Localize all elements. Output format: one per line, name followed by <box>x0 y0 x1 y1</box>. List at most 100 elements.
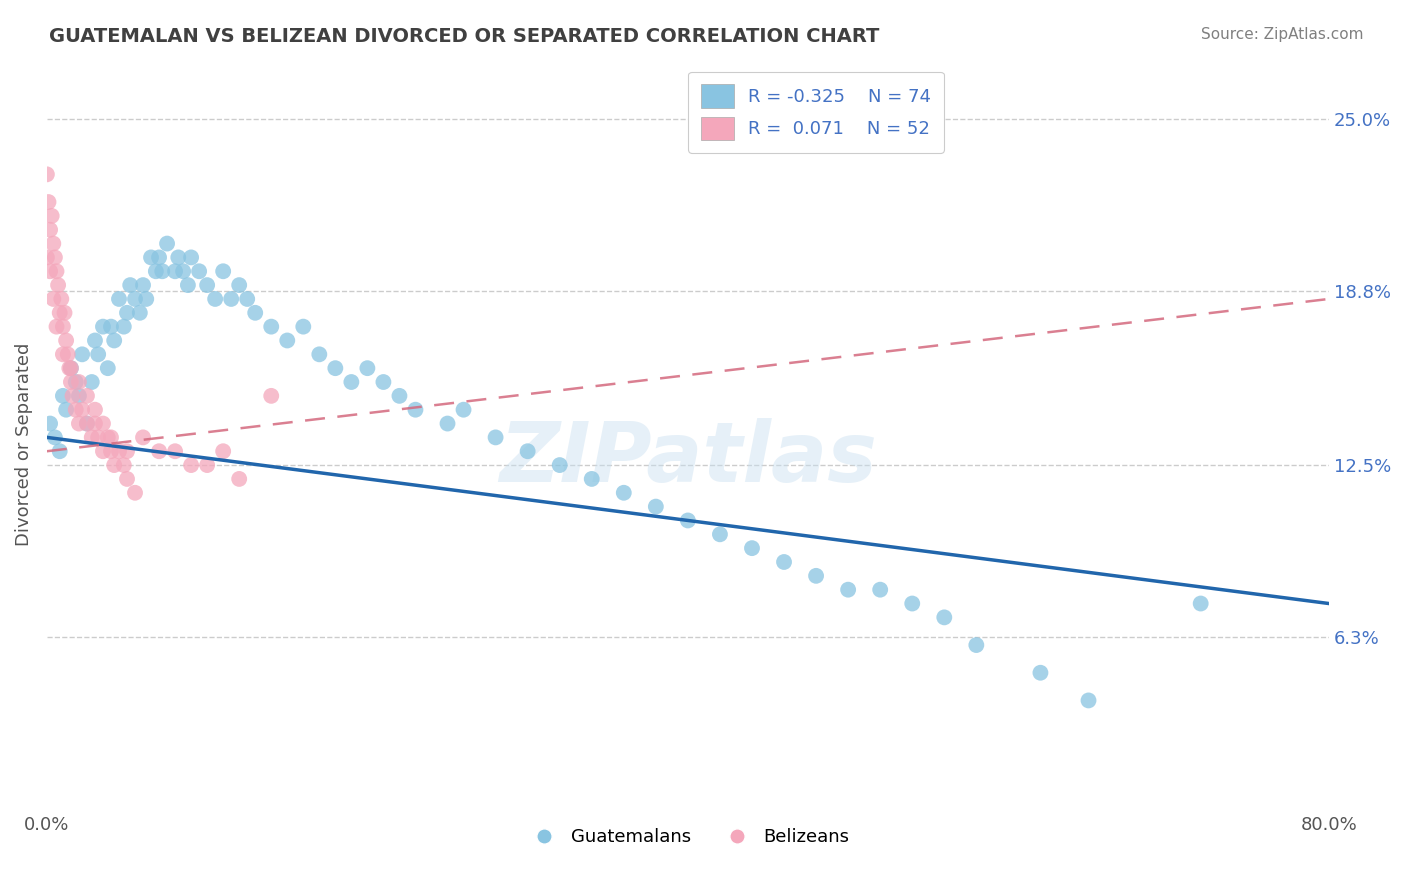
Point <box>180 251 202 265</box>
Point <box>245 306 267 320</box>
Point <box>1189 597 1212 611</box>
Point <box>219 292 242 306</box>
Point <box>76 389 98 403</box>
Point <box>37 195 59 210</box>
Point <box>165 264 187 278</box>
Point <box>120 278 142 293</box>
Point <box>135 292 157 306</box>
Point <box>356 361 378 376</box>
Point <box>212 264 235 278</box>
Point <box>934 610 956 624</box>
Point <box>52 389 75 403</box>
Point <box>325 361 347 376</box>
Point <box>516 444 538 458</box>
Point <box>91 444 114 458</box>
Point <box>53 306 76 320</box>
Point <box>97 361 120 376</box>
Point <box>52 347 75 361</box>
Point <box>45 264 67 278</box>
Point <box>484 430 506 444</box>
Point <box>150 264 173 278</box>
Point <box>869 582 891 597</box>
Point <box>84 402 107 417</box>
Point <box>139 251 162 265</box>
Legend: Guatemalans, Belizeans: Guatemalans, Belizeans <box>519 821 856 854</box>
Point <box>145 264 167 278</box>
Point <box>51 292 73 306</box>
Point <box>70 347 93 361</box>
Text: Source: ZipAtlas.com: Source: ZipAtlas.com <box>1201 27 1364 42</box>
Point <box>65 402 87 417</box>
Point <box>115 472 138 486</box>
Point <box>76 417 98 431</box>
Point <box>115 444 138 458</box>
Point <box>100 430 122 444</box>
Point <box>837 582 859 597</box>
Point <box>39 264 62 278</box>
Point <box>84 334 107 348</box>
Point <box>124 485 146 500</box>
Point <box>44 251 66 265</box>
Text: GUATEMALAN VS BELIZEAN DIVORCED OR SEPARATED CORRELATION CHART: GUATEMALAN VS BELIZEAN DIVORCED OR SEPAR… <box>49 27 880 45</box>
Point <box>292 319 315 334</box>
Point <box>41 209 63 223</box>
Point <box>128 306 150 320</box>
Point <box>59 375 82 389</box>
Point <box>644 500 666 514</box>
Point <box>39 417 62 431</box>
Point <box>84 417 107 431</box>
Point <box>58 361 80 376</box>
Point <box>97 430 120 444</box>
Point <box>91 319 114 334</box>
Point <box>44 430 66 444</box>
Point <box>35 167 58 181</box>
Point <box>404 402 426 417</box>
Point <box>76 417 98 431</box>
Point <box>156 236 179 251</box>
Point <box>260 319 283 334</box>
Point <box>132 278 155 293</box>
Point <box>55 402 77 417</box>
Point <box>388 389 411 403</box>
Point <box>188 264 211 278</box>
Point <box>453 402 475 417</box>
Point <box>67 389 90 403</box>
Point <box>52 319 75 334</box>
Point <box>115 306 138 320</box>
Point <box>212 444 235 458</box>
Point <box>228 472 250 486</box>
Point <box>308 347 330 361</box>
Point <box>276 334 298 348</box>
Point <box>167 251 190 265</box>
Point <box>112 319 135 334</box>
Point <box>35 251 58 265</box>
Point <box>62 389 84 403</box>
Point <box>70 402 93 417</box>
Point <box>103 334 125 348</box>
Point <box>80 430 103 444</box>
Point <box>165 444 187 458</box>
Point <box>195 278 218 293</box>
Point <box>436 417 458 431</box>
Point <box>67 375 90 389</box>
Point <box>87 430 110 444</box>
Point <box>103 458 125 472</box>
Point <box>741 541 763 556</box>
Point <box>1077 693 1099 707</box>
Point <box>709 527 731 541</box>
Point <box>67 417 90 431</box>
Point <box>373 375 395 389</box>
Point <box>548 458 571 472</box>
Point <box>676 513 699 527</box>
Point <box>48 306 70 320</box>
Point <box>45 319 67 334</box>
Point <box>180 458 202 472</box>
Point <box>236 292 259 306</box>
Point <box>148 251 170 265</box>
Point <box>59 361 82 376</box>
Point <box>46 278 69 293</box>
Point <box>340 375 363 389</box>
Point <box>260 389 283 403</box>
Point <box>195 458 218 472</box>
Point <box>39 223 62 237</box>
